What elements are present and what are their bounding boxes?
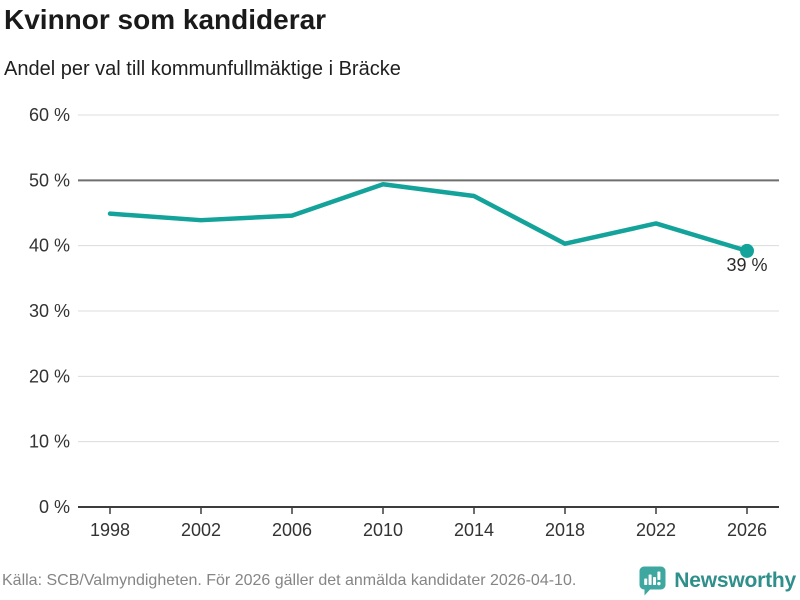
newsworthy-logo-icon xyxy=(639,566,666,596)
y-tick-label: 50 % xyxy=(29,170,70,190)
data-line xyxy=(107,182,750,254)
x-tick-label: 1998 xyxy=(90,520,130,540)
brand-lockup: Newsworthy xyxy=(638,565,796,597)
x-tick-label: 2010 xyxy=(363,520,403,540)
last-point-label: 39 % xyxy=(726,255,767,275)
footer: Källa: SCB/Valmyndigheten. För 2026 gäll… xyxy=(2,564,796,598)
chart-subtitle: Andel per val till kommunfullmäktige i B… xyxy=(4,58,401,80)
y-tick-label: 30 % xyxy=(29,301,70,321)
y-tick-label: 10 % xyxy=(29,432,70,452)
y-tick-label: 20 % xyxy=(29,366,70,386)
x-tick-label: 2006 xyxy=(272,520,312,540)
y-tick-label: 0 % xyxy=(39,497,70,517)
y-tick-label: 60 % xyxy=(29,105,70,125)
x-tick-label: 2018 xyxy=(545,520,585,540)
brand-name: Newsworthy xyxy=(674,569,796,592)
chart-title: Kvinnor som kandiderar xyxy=(4,4,327,35)
x-tick-label: 2026 xyxy=(727,520,767,540)
last-point-marker xyxy=(740,243,754,258)
y-tick-label: 40 % xyxy=(29,236,70,256)
source-note: Källa: SCB/Valmyndigheten. För 2026 gäll… xyxy=(2,572,577,589)
x-tick-label: 2022 xyxy=(636,520,676,540)
x-tick-label: 2014 xyxy=(454,520,494,540)
x-tick-label: 2002 xyxy=(181,520,221,540)
